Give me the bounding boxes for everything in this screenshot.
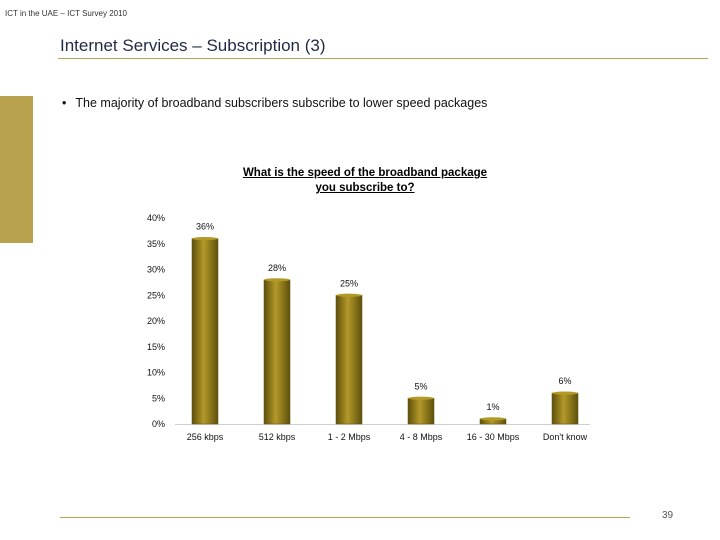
chart-title-line-1: What is the speed of the broadband packa… xyxy=(242,167,488,179)
data-label: 28% xyxy=(268,263,286,273)
bullet-dot-icon: • xyxy=(62,96,67,110)
bar xyxy=(263,279,291,425)
data-label: 25% xyxy=(340,278,358,288)
x-tick-label: 1 - 2 Mbps xyxy=(328,432,371,442)
bar xyxy=(407,398,435,425)
bar-cap xyxy=(264,278,290,282)
data-label: 1% xyxy=(486,402,499,412)
bar xyxy=(191,238,219,425)
bar-cap xyxy=(552,391,578,395)
y-tick-label: 30% xyxy=(147,265,165,275)
bar-cap xyxy=(408,396,434,400)
chart-title-line-2: you subscribe to? xyxy=(315,182,415,194)
y-tick-label: 25% xyxy=(147,290,165,300)
y-tick-label: 0% xyxy=(152,419,165,429)
page-number: 39 xyxy=(662,510,674,521)
y-tick-label: 35% xyxy=(147,239,165,249)
side-accent-bar xyxy=(0,96,33,243)
data-label: 6% xyxy=(558,376,571,386)
bullet-text: The majority of broadband subscribers su… xyxy=(75,96,488,110)
x-tick-label: 4 - 8 Mbps xyxy=(400,432,443,442)
y-tick-label: 5% xyxy=(152,393,165,403)
y-tick-label: 10% xyxy=(147,368,165,378)
footer-divider xyxy=(60,517,630,518)
bar-cap xyxy=(192,237,218,241)
bar-cap xyxy=(336,293,362,297)
slide-title: Internet Services – Subscription (3) xyxy=(60,36,326,55)
y-tick-label: 40% xyxy=(147,213,165,223)
bar xyxy=(335,295,363,425)
bar xyxy=(551,392,579,425)
x-tick-label: 256 kbps xyxy=(187,432,224,442)
data-label: 5% xyxy=(414,381,427,391)
chart-title: What is the speed of the broadband packa… xyxy=(215,166,515,196)
x-tick-label: 512 kbps xyxy=(259,432,296,442)
title-divider xyxy=(58,58,708,59)
bar-cap xyxy=(480,417,506,421)
header-note: ICT in the UAE – ICT Survey 2010 xyxy=(5,9,127,18)
y-tick-label: 15% xyxy=(147,342,165,352)
y-tick-label: 20% xyxy=(147,316,165,326)
bullet-point: • The majority of broadband subscribers s… xyxy=(62,96,487,110)
x-tick-label: Don't know xyxy=(543,432,588,442)
data-label: 36% xyxy=(196,222,214,232)
x-tick-label: 16 - 30 Mbps xyxy=(467,432,520,442)
